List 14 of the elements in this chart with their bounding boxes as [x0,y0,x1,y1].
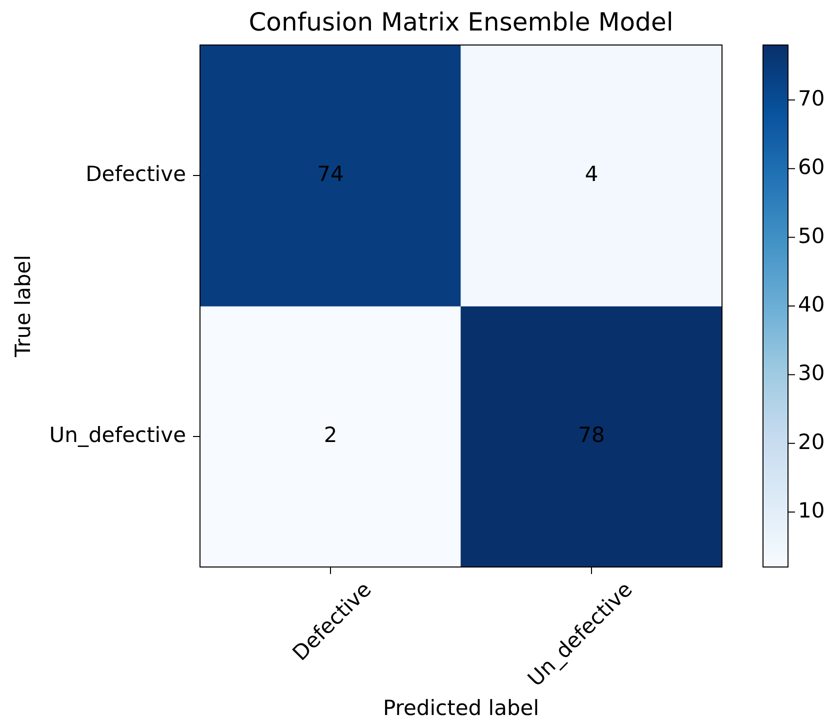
data-label: 78 [578,422,605,447]
x-axis-title: Predicted label [382,696,540,720]
data-label: 4 [584,162,598,186]
color-bar-label: 10 [798,498,825,523]
color-bar-label: 60 [798,155,825,180]
color-bar-label: 20 [798,430,825,454]
y-axis-title: True label [11,254,36,358]
chart-title: Confusion Matrix Ensemble Model [248,8,674,36]
color-bar-label: 40 [798,292,825,316]
color-bar-label: 50 [798,224,825,248]
color-bar-label: 70 [798,86,825,110]
color-bar-label: 30 [798,361,825,386]
data-label: 74 [317,162,344,186]
data-label: 2 [324,422,338,447]
